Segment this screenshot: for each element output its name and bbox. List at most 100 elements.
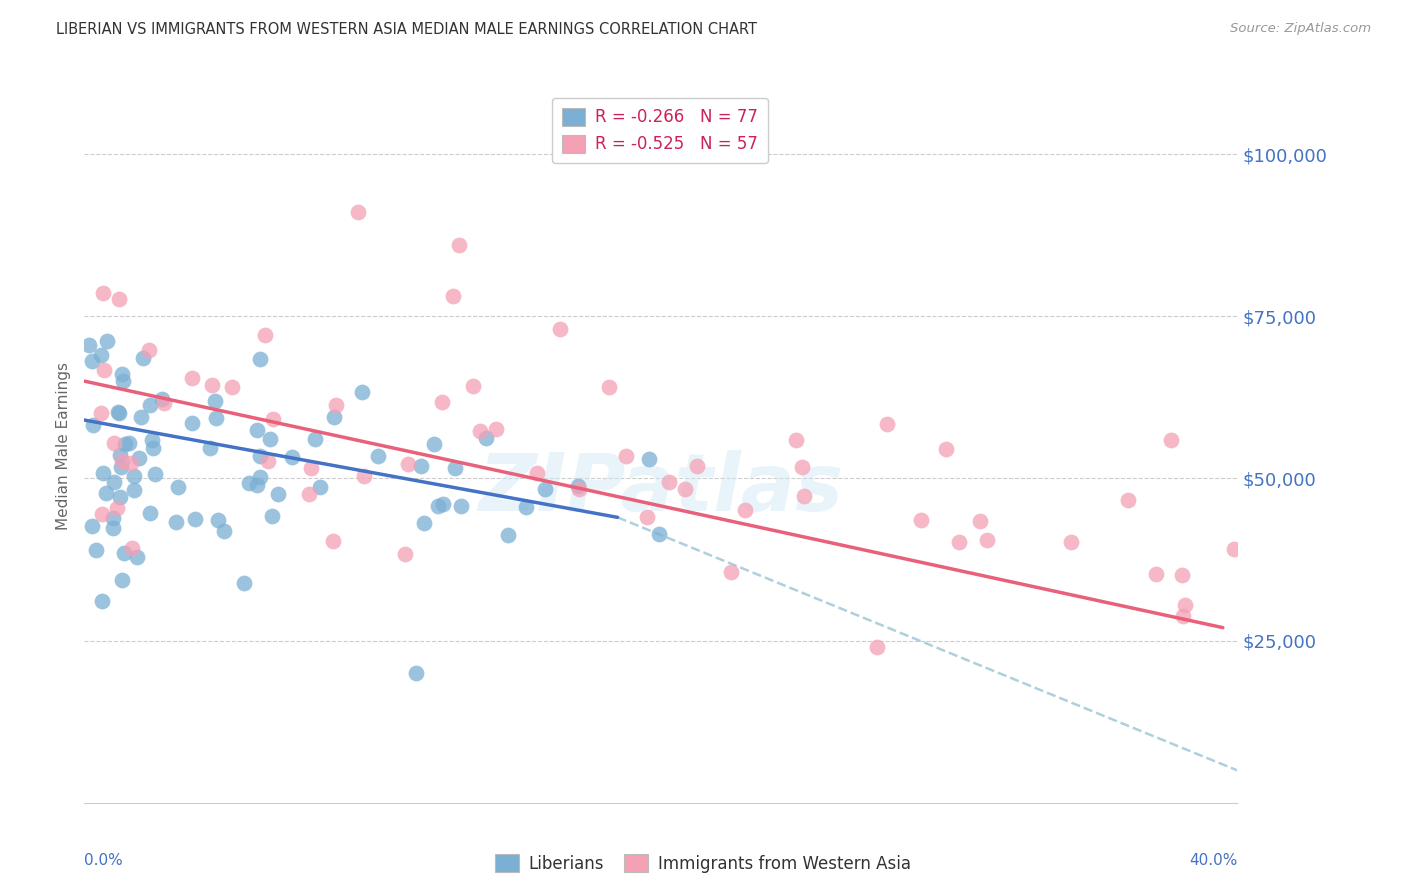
Point — [443, 461, 465, 475]
Point — [347, 205, 370, 219]
Point — [138, 343, 160, 357]
Point — [139, 507, 162, 521]
Legend: Liberians, Immigrants from Western Asia: Liberians, Immigrants from Western Asia — [489, 847, 917, 880]
Point — [526, 467, 548, 481]
Point — [143, 467, 166, 481]
Point — [238, 476, 260, 491]
Point — [1146, 566, 1168, 581]
Point — [122, 483, 145, 497]
Point — [110, 448, 132, 462]
Point — [165, 515, 187, 529]
Point — [793, 489, 815, 503]
Point — [200, 442, 222, 456]
Point — [648, 527, 671, 541]
Point — [112, 374, 135, 388]
Point — [139, 398, 162, 412]
Point — [367, 450, 389, 464]
Text: ZIPatlas: ZIPatlas — [478, 450, 844, 528]
Point — [299, 461, 322, 475]
Point — [567, 479, 589, 493]
Point — [91, 286, 114, 301]
Point — [447, 238, 470, 252]
Point — [101, 511, 124, 525]
Point — [246, 423, 269, 437]
Point — [658, 475, 681, 490]
Point — [720, 565, 742, 579]
Point — [297, 487, 319, 501]
Point — [201, 378, 224, 392]
Point — [430, 395, 453, 409]
Point — [204, 394, 226, 409]
Point — [122, 468, 145, 483]
Point — [184, 512, 207, 526]
Point — [568, 482, 591, 496]
Point — [432, 497, 454, 511]
Text: Source: ZipAtlas.com: Source: ZipAtlas.com — [1230, 22, 1371, 36]
Point — [450, 499, 472, 513]
Point — [948, 535, 970, 549]
Point — [96, 334, 118, 348]
Point — [686, 458, 709, 473]
Point — [103, 436, 125, 450]
Point — [127, 549, 149, 564]
Point — [636, 510, 658, 524]
Point — [396, 457, 419, 471]
Point — [129, 410, 152, 425]
Point — [205, 410, 228, 425]
Point — [394, 547, 416, 561]
Point — [77, 337, 100, 351]
Point — [534, 482, 557, 496]
Point — [120, 456, 142, 470]
Point — [322, 533, 344, 548]
Point — [441, 289, 464, 303]
Point — [207, 513, 229, 527]
Point — [1171, 567, 1194, 582]
Point — [150, 392, 173, 406]
Point — [1160, 433, 1182, 447]
Point — [790, 460, 813, 475]
Point — [515, 500, 537, 514]
Point — [352, 384, 374, 399]
Point — [107, 405, 129, 419]
Point — [105, 500, 128, 515]
Point — [93, 363, 115, 377]
Point — [468, 424, 491, 438]
Y-axis label: Median Male Earnings: Median Male Earnings — [56, 362, 72, 530]
Point — [304, 432, 326, 446]
Point — [108, 292, 131, 306]
Point — [141, 433, 163, 447]
Point — [267, 487, 290, 501]
Point — [256, 454, 278, 468]
Point — [413, 516, 436, 530]
Point — [249, 470, 271, 484]
Point — [673, 483, 696, 497]
Point — [322, 409, 344, 424]
Point — [598, 380, 620, 394]
Point — [935, 442, 957, 456]
Point — [1223, 542, 1246, 557]
Text: LIBERIAN VS IMMIGRANTS FROM WESTERN ASIA MEDIAN MALE EARNINGS CORRELATION CHART: LIBERIAN VS IMMIGRANTS FROM WESTERN ASIA… — [56, 22, 758, 37]
Point — [411, 458, 433, 473]
Point — [82, 518, 104, 533]
Point — [496, 528, 519, 542]
Point — [153, 396, 176, 410]
Point — [91, 466, 114, 480]
Point — [118, 435, 141, 450]
Point — [91, 594, 114, 608]
Point — [132, 351, 155, 366]
Point — [114, 547, 136, 561]
Point — [111, 573, 134, 587]
Text: 0.0%: 0.0% — [84, 853, 124, 868]
Point — [1171, 609, 1194, 624]
Point — [90, 348, 112, 362]
Point — [221, 380, 243, 394]
Point — [637, 452, 659, 467]
Point — [785, 433, 807, 447]
Point — [976, 533, 998, 548]
Point — [181, 416, 204, 430]
Point — [485, 422, 508, 436]
Point — [249, 352, 271, 367]
Point — [101, 521, 124, 535]
Point — [426, 500, 449, 514]
Point — [111, 367, 134, 381]
